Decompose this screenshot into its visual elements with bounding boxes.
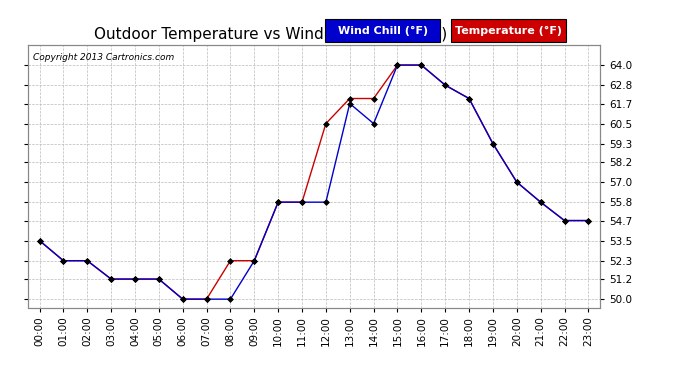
- FancyBboxPatch shape: [451, 19, 566, 42]
- FancyBboxPatch shape: [326, 19, 440, 42]
- Title: Outdoor Temperature vs Wind Chill (24 Hours)  20130428: Outdoor Temperature vs Wind Chill (24 Ho…: [94, 27, 534, 42]
- Text: Wind Chill (°F): Wind Chill (°F): [337, 26, 428, 36]
- Text: Copyright 2013 Cartronics.com: Copyright 2013 Cartronics.com: [33, 53, 175, 62]
- Text: Temperature (°F): Temperature (°F): [455, 26, 562, 36]
